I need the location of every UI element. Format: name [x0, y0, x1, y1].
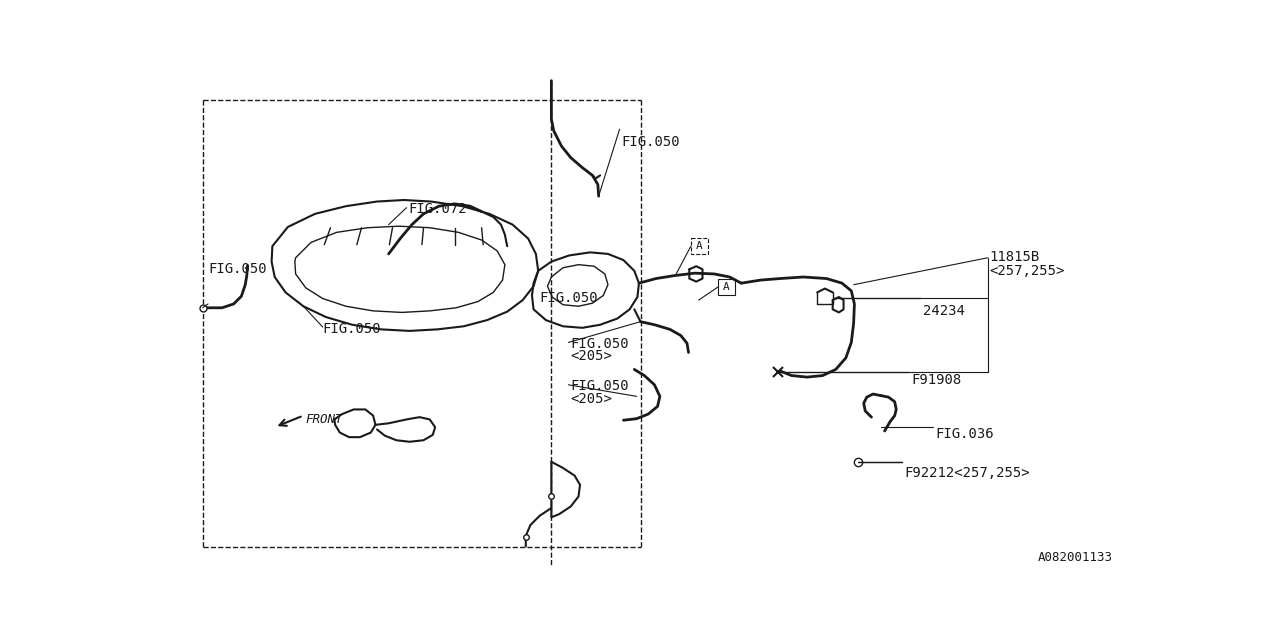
Text: FIG.036: FIG.036 [934, 427, 993, 441]
Text: A082001133: A082001133 [1038, 551, 1114, 564]
Text: A: A [696, 241, 703, 251]
Text: FIG.050: FIG.050 [571, 337, 630, 351]
Text: FIG.050: FIG.050 [209, 262, 266, 276]
Text: A: A [723, 282, 730, 292]
Text: 11815B: 11815B [989, 250, 1039, 264]
Text: F91908: F91908 [911, 373, 963, 387]
Text: <205>: <205> [571, 392, 613, 406]
Text: <257,255>: <257,255> [989, 264, 1065, 278]
Text: FIG.050: FIG.050 [571, 380, 630, 394]
Text: FIG.072: FIG.072 [408, 202, 467, 216]
Text: 24234: 24234 [923, 304, 965, 318]
Text: FIG.050: FIG.050 [323, 322, 381, 335]
Text: <205>: <205> [571, 349, 613, 364]
Text: FIG.050: FIG.050 [621, 134, 680, 148]
Text: F92212<257,255>: F92212<257,255> [904, 467, 1029, 481]
Text: FIG.050: FIG.050 [540, 291, 598, 305]
Text: FRONT: FRONT [306, 413, 343, 426]
